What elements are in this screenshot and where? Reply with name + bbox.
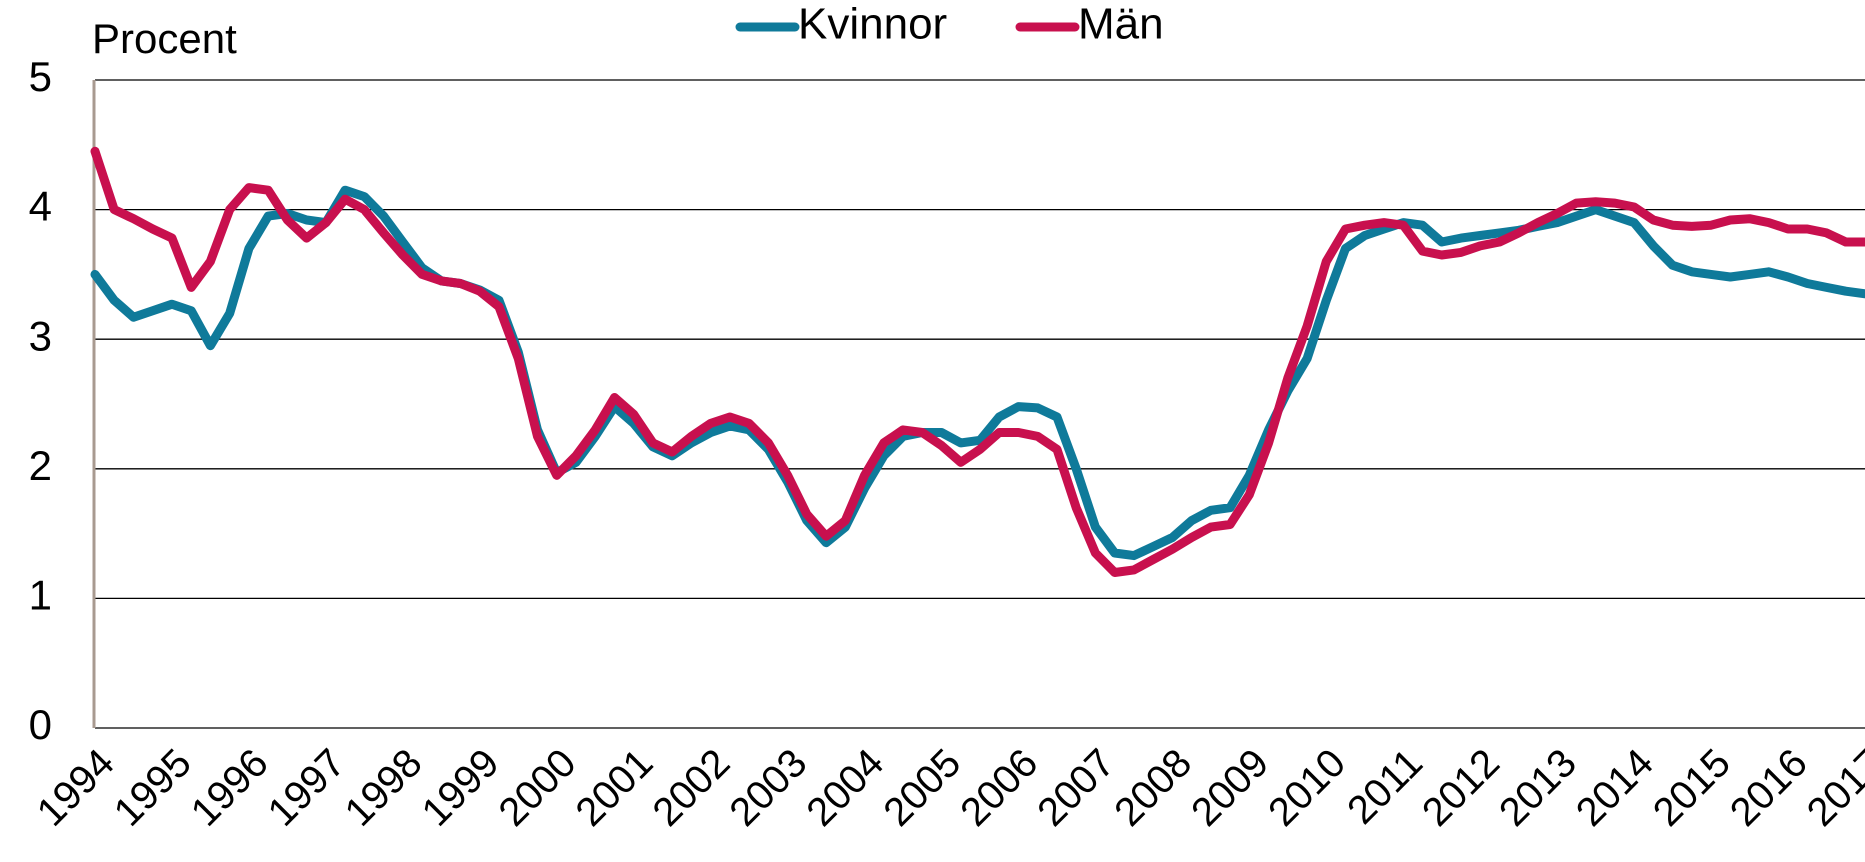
series-line bbox=[90, 146, 1865, 577]
legend-label: Män bbox=[1078, 0, 1164, 49]
x-tick-label: 2012 bbox=[1414, 741, 1508, 835]
legend-label: Kvinnor bbox=[798, 0, 947, 49]
x-tick-label: 2010 bbox=[1260, 741, 1354, 835]
x-tick-label: 2001 bbox=[567, 741, 661, 835]
y-tick-label: 1 bbox=[29, 571, 52, 618]
x-tick-label: 2009 bbox=[1183, 741, 1277, 835]
x-tick-label: 1994 bbox=[29, 741, 123, 835]
x-tick-label: 1998 bbox=[337, 741, 431, 835]
x-tick-label: 1997 bbox=[260, 741, 354, 835]
x-tick-label: 2017 bbox=[1799, 741, 1865, 835]
y-axis-label: Procent bbox=[92, 15, 237, 62]
legend-item: Kvinnor bbox=[735, 0, 947, 49]
x-tick-label: 2013 bbox=[1491, 741, 1585, 835]
x-tick-label: 2000 bbox=[491, 741, 585, 835]
y-tick-label: 3 bbox=[29, 312, 52, 359]
x-tick-label: 2011 bbox=[1339, 741, 1431, 833]
x-tick-label: 2004 bbox=[798, 741, 892, 835]
x-tick-label: 2008 bbox=[1106, 741, 1200, 835]
x-tick-label: 2005 bbox=[875, 741, 969, 835]
x-tick-label: 2002 bbox=[644, 741, 738, 835]
x-tick-label: 1996 bbox=[183, 741, 277, 835]
x-tick-label: 2016 bbox=[1722, 741, 1816, 835]
x-tick-label: 1995 bbox=[106, 741, 200, 835]
y-tick-label: 5 bbox=[29, 53, 52, 100]
x-tick-label: 2007 bbox=[1029, 741, 1123, 835]
x-tick-label: 2014 bbox=[1568, 741, 1662, 835]
y-tick-label: 4 bbox=[29, 183, 52, 230]
series-line bbox=[90, 185, 1865, 561]
y-tick-label: 2 bbox=[29, 442, 52, 489]
x-tick-label: 2015 bbox=[1645, 741, 1739, 835]
x-tick-label: 1999 bbox=[414, 741, 508, 835]
x-tick-label: 2006 bbox=[952, 741, 1046, 835]
y-tick-label: 0 bbox=[29, 701, 52, 748]
legend-item: Män bbox=[1015, 0, 1164, 49]
x-tick-label: 2003 bbox=[721, 741, 815, 835]
